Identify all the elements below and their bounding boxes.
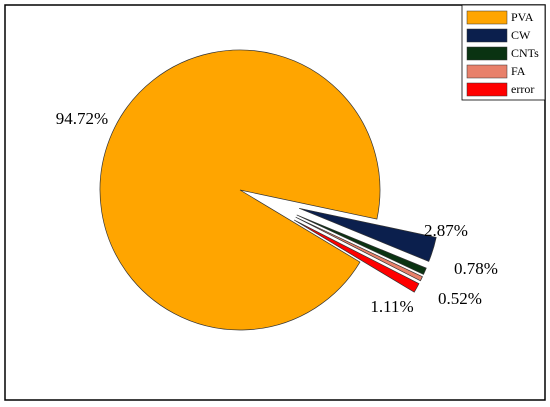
data-label: 94.72%: [56, 109, 108, 128]
frame: [4, 4, 546, 401]
legend-label: PVA: [511, 10, 534, 24]
legend-label: CW: [511, 28, 531, 42]
legend-label: error: [511, 82, 534, 96]
legend-swatch: [466, 64, 508, 79]
legend-swatch: [466, 82, 508, 97]
pie-slice: [99, 49, 381, 331]
data-label: 2.87%: [424, 221, 468, 240]
legend-swatch: [466, 46, 508, 61]
legend-label: CNTs: [511, 46, 539, 60]
pie-slice: [296, 214, 427, 275]
data-label: 1.11%: [370, 297, 413, 316]
pie-slice: [299, 207, 437, 262]
pie-slice: [294, 219, 420, 293]
legend-swatch: [466, 28, 508, 43]
legend-swatch: [466, 10, 508, 25]
pie-slice: [295, 216, 423, 282]
data-label: 0.78%: [454, 259, 498, 278]
data-label: 0.52%: [438, 289, 482, 308]
legend: PVA CW CNTs FA error: [461, 4, 546, 101]
legend-label: FA: [511, 64, 526, 78]
